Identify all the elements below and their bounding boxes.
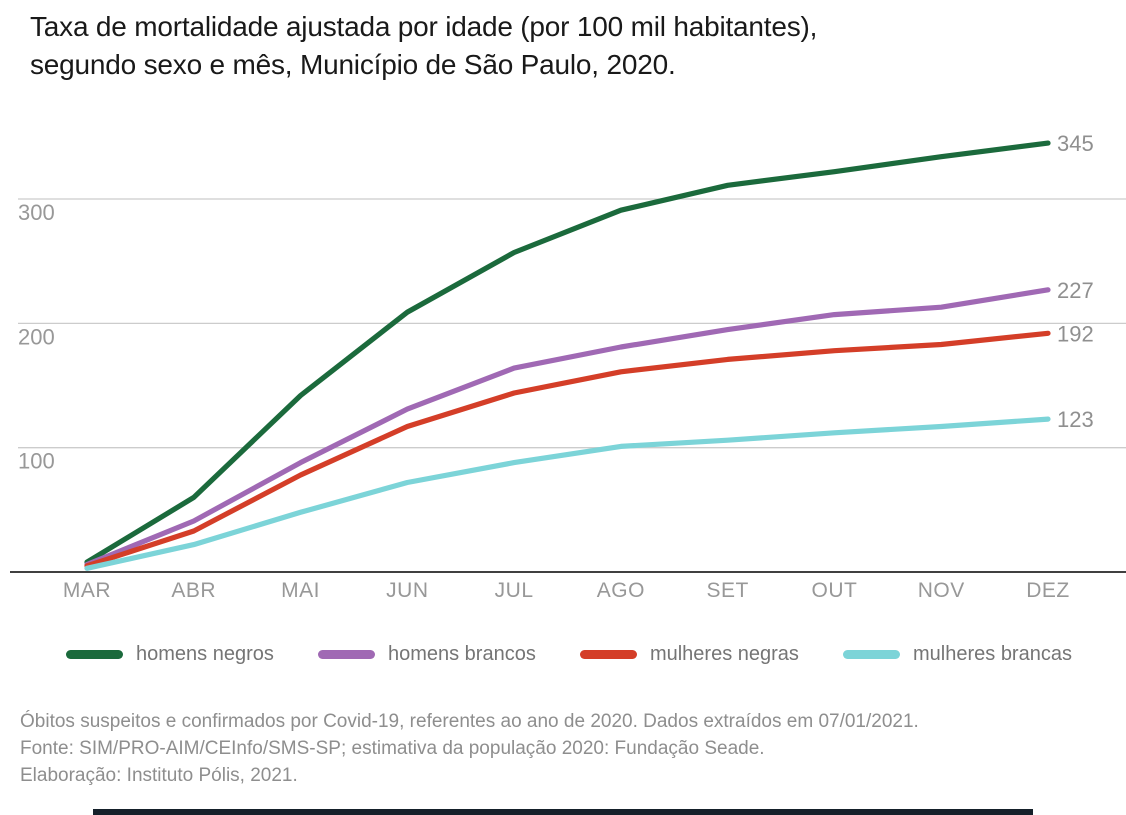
x-tick-label-OUT: OUT — [812, 579, 858, 602]
x-tick-label-MAR: MAR — [63, 579, 111, 602]
source-note-line1: Óbitos suspeitos e confirmados por Covid… — [20, 711, 919, 732]
legend-label: mulheres negras — [649, 643, 799, 665]
chart-legend: homens negros homens brancos mulheres ne… — [66, 643, 1072, 666]
legend-item-homens-negros: homens negros — [66, 643, 274, 666]
series-line-mulheres-negras — [84, 330, 1051, 569]
x-tick-label-NOV: NOV — [918, 579, 965, 602]
end-value-label-192: 192 — [1057, 321, 1094, 346]
bottom-bar — [93, 809, 1033, 815]
x-tick-label-AGO: AGO — [597, 579, 645, 602]
legend-swatch-mulheres-brancas — [843, 650, 900, 659]
chart-title-line1: Taxa de mortalidade ajustada por idade (… — [30, 11, 818, 42]
legend-swatch-homens-brancos — [317, 650, 375, 659]
legend-item-mulheres-brancas: mulheres brancas — [843, 643, 1072, 666]
y-tick-label-200: 200 — [18, 324, 55, 349]
end-value-label-123: 123 — [1057, 407, 1094, 432]
x-tick-label-JUL: JUL — [495, 579, 534, 602]
source-note-line3: Elaboração: Instituto Pólis, 2021. — [20, 765, 298, 786]
legend-swatch-mulheres-negras — [579, 650, 637, 659]
series-line-homens-negros — [84, 140, 1051, 565]
legend-label: homens brancos — [387, 643, 536, 665]
x-tick-label-JUN: JUN — [386, 579, 428, 602]
x-tick-label-MAI: MAI — [281, 579, 320, 602]
x-tick-label-DEZ: DEZ — [1026, 579, 1070, 602]
legend-label: mulheres brancas — [913, 643, 1072, 665]
x-tick-label-SET: SET — [706, 579, 748, 602]
source-note: Óbitos suspeitos e confirmados por Covid… — [20, 708, 1110, 789]
legend-swatch-homens-negros — [66, 650, 123, 659]
end-value-label-227: 227 — [1057, 278, 1094, 303]
chart-title-line2: segundo sexo e mês, Município de São Pau… — [30, 49, 676, 80]
chart-title: Taxa de mortalidade ajustada por idade (… — [30, 8, 1100, 84]
y-tick-label-100: 100 — [18, 449, 55, 474]
source-note-line2: Fonte: SIM/PRO-AIM/CEInfo/SMS-SP; estima… — [20, 738, 765, 759]
end-value-label-345: 345 — [1057, 131, 1094, 156]
legend-label: homens negros — [136, 643, 274, 665]
y-tick-label-300: 300 — [18, 200, 55, 225]
legend-item-homens-brancos: homens brancos — [317, 643, 536, 666]
legend-item-mulheres-negras: mulheres negras — [579, 643, 799, 666]
x-tick-label-ABR: ABR — [171, 579, 216, 602]
series-line-homens-brancos — [84, 287, 1051, 568]
series-line-mulheres-brancas — [84, 416, 1051, 571]
